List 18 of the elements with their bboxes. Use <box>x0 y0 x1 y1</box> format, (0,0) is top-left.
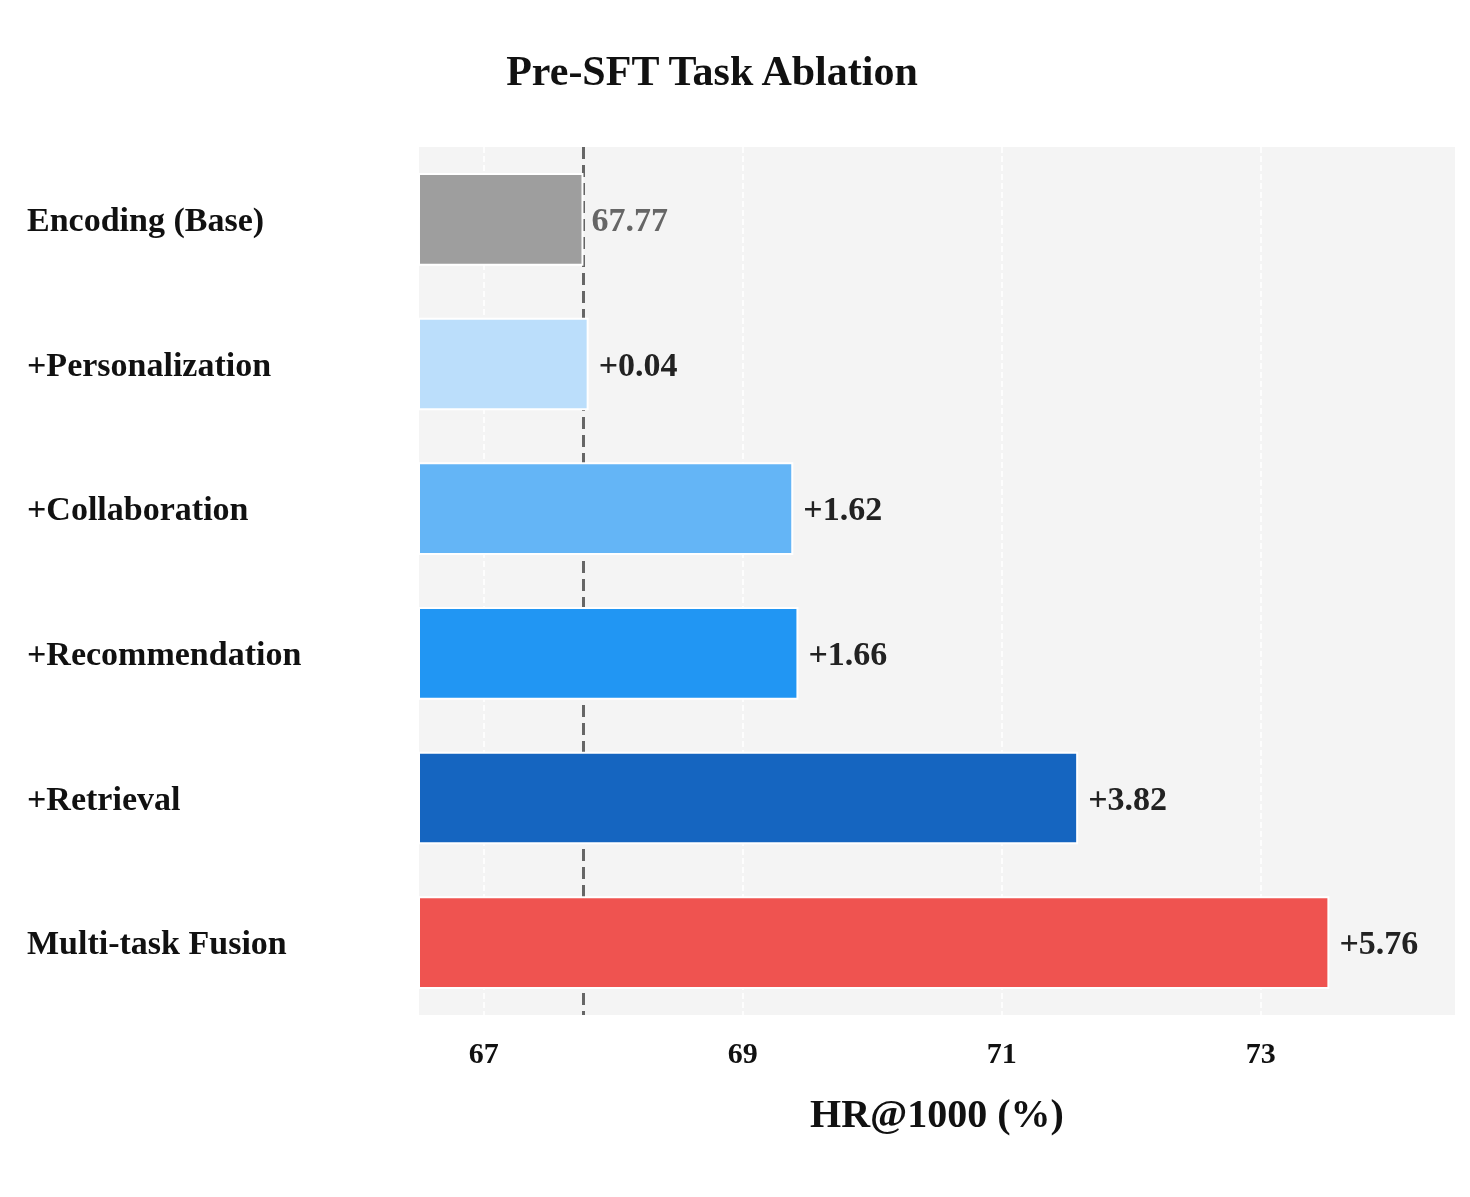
annotation: +3.82 <box>1088 779 1168 817</box>
x-tick-label: 71 <box>986 1035 1017 1069</box>
chart-title: Pre-SFT Task Ablation <box>506 48 918 94</box>
x-tick-label: 67 <box>468 1035 499 1069</box>
x-tick-label: 73 <box>1245 1035 1276 1069</box>
annotation: +1.66 <box>808 634 888 672</box>
annotation: +5.76 <box>1339 924 1419 962</box>
y-tick-label: +Collaboration <box>27 490 249 528</box>
annotation: +0.04 <box>598 345 678 383</box>
y-tick-label: +Personalization <box>27 345 272 383</box>
data-label: 67.77 <box>591 200 668 238</box>
y-tick-label: +Recommendation <box>27 634 302 672</box>
y-tick-label: +Retrieval <box>27 779 181 817</box>
y-tick-label: Encoding (Base) <box>27 200 265 239</box>
y-tick-label: Multi-task Fusion <box>27 924 287 962</box>
annotation: +1.62 <box>803 490 883 528</box>
x-tick-label: 69 <box>727 1035 758 1069</box>
x-axis-title: HR@1000 (%) <box>810 1090 1064 1136</box>
